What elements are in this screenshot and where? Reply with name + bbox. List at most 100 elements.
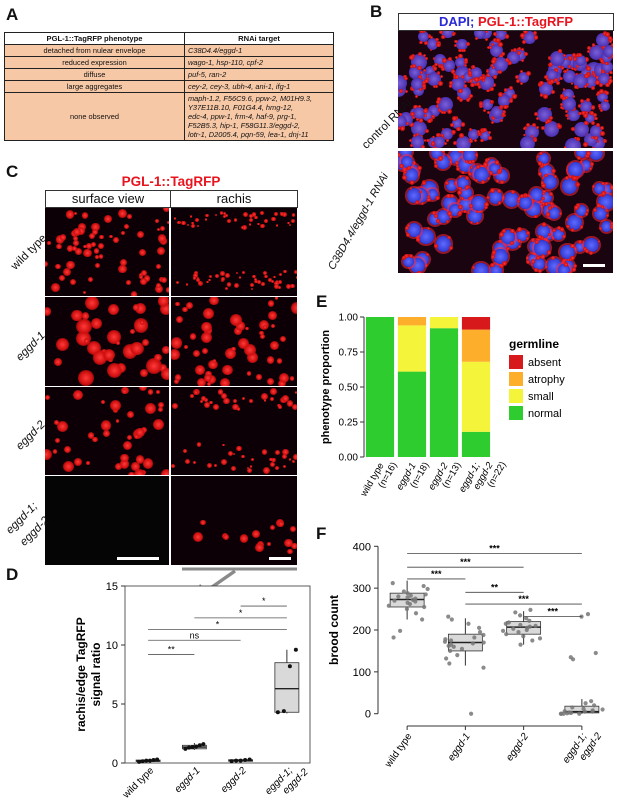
bar-segment-small <box>429 317 459 329</box>
granule <box>440 151 446 154</box>
nucleus <box>567 162 584 178</box>
granule <box>551 168 556 174</box>
granule <box>563 145 567 148</box>
target-line: edc-4, ppw-1, frm-4, haf-9, prg-1, <box>188 112 297 121</box>
granule <box>450 69 456 74</box>
data-point <box>481 640 486 645</box>
granule <box>72 227 82 236</box>
granule <box>564 57 567 61</box>
eggd-2-surface-image <box>45 387 169 475</box>
granule <box>275 449 281 455</box>
granule <box>92 436 98 443</box>
granule <box>486 72 491 78</box>
granule <box>611 43 613 48</box>
granule <box>134 434 140 440</box>
granule <box>598 226 602 230</box>
x-tick-label: eggd-1;eggd-2 <box>263 758 311 806</box>
granule <box>103 348 116 361</box>
granule <box>570 228 574 232</box>
granule <box>600 131 605 136</box>
granule <box>417 75 422 79</box>
granule <box>277 358 283 364</box>
granule <box>222 364 234 376</box>
nucleus <box>601 61 613 74</box>
nucleus <box>400 156 413 169</box>
granule <box>474 153 478 157</box>
data-point <box>137 759 142 764</box>
granule <box>486 45 491 50</box>
granule <box>242 212 248 218</box>
nucleus <box>481 99 493 111</box>
scale-bar <box>117 557 159 560</box>
granule <box>495 179 500 183</box>
granule <box>468 160 473 165</box>
granule <box>586 82 590 86</box>
granule <box>501 260 507 266</box>
granule <box>190 394 194 398</box>
nucleus <box>404 168 419 182</box>
data-point <box>423 592 428 597</box>
granule <box>609 70 613 75</box>
granule <box>288 457 292 461</box>
eggd-2-rachis-image <box>171 387 297 475</box>
granule <box>419 40 423 45</box>
granule <box>287 400 294 407</box>
granule <box>570 82 574 85</box>
granule <box>260 333 266 339</box>
granule <box>465 97 470 102</box>
granule <box>546 118 551 124</box>
granule <box>492 66 496 70</box>
legend-label-small: small <box>528 391 554 403</box>
granule <box>235 272 239 275</box>
granule <box>155 284 164 293</box>
nucleus <box>497 94 511 107</box>
nucleus <box>398 74 407 91</box>
nucleus <box>428 105 440 117</box>
target-line: Y37E11B.10, F01G4.4, hmg-12, <box>188 103 294 112</box>
nucleus <box>471 195 487 211</box>
data-point <box>405 595 410 600</box>
granule <box>496 38 501 43</box>
granule <box>135 427 145 438</box>
data-point <box>470 641 476 646</box>
granule <box>115 463 123 471</box>
granule <box>274 465 280 471</box>
granule <box>192 349 200 357</box>
granule <box>432 85 436 89</box>
granule <box>590 164 594 168</box>
granule <box>251 457 255 461</box>
granule <box>474 178 479 183</box>
significance-label: ns <box>190 630 200 640</box>
box <box>274 662 300 713</box>
granule <box>65 210 75 219</box>
granule <box>284 539 293 548</box>
granule <box>559 94 564 99</box>
granule <box>449 215 452 219</box>
granule <box>87 277 93 283</box>
granule <box>201 395 207 401</box>
granule <box>488 45 492 49</box>
data-point <box>521 634 526 639</box>
granule <box>566 224 570 229</box>
granule <box>140 368 149 377</box>
nucleus <box>546 258 562 273</box>
granule <box>197 280 202 285</box>
double-mutant-rachis-image <box>171 476 297 565</box>
granule <box>400 126 405 131</box>
nucleus <box>567 214 583 230</box>
granule <box>185 302 194 310</box>
granule <box>419 190 422 194</box>
granule <box>408 139 412 143</box>
granule <box>152 419 164 431</box>
granule <box>538 151 543 156</box>
granule <box>251 212 257 217</box>
y-tick-label: 1.00 <box>339 313 359 324</box>
granule <box>122 388 128 394</box>
data-point <box>517 613 523 618</box>
granule <box>213 404 219 410</box>
data-point <box>197 743 202 748</box>
granule <box>233 326 243 336</box>
granule <box>510 241 514 246</box>
granule <box>165 287 169 294</box>
granule <box>588 251 593 255</box>
